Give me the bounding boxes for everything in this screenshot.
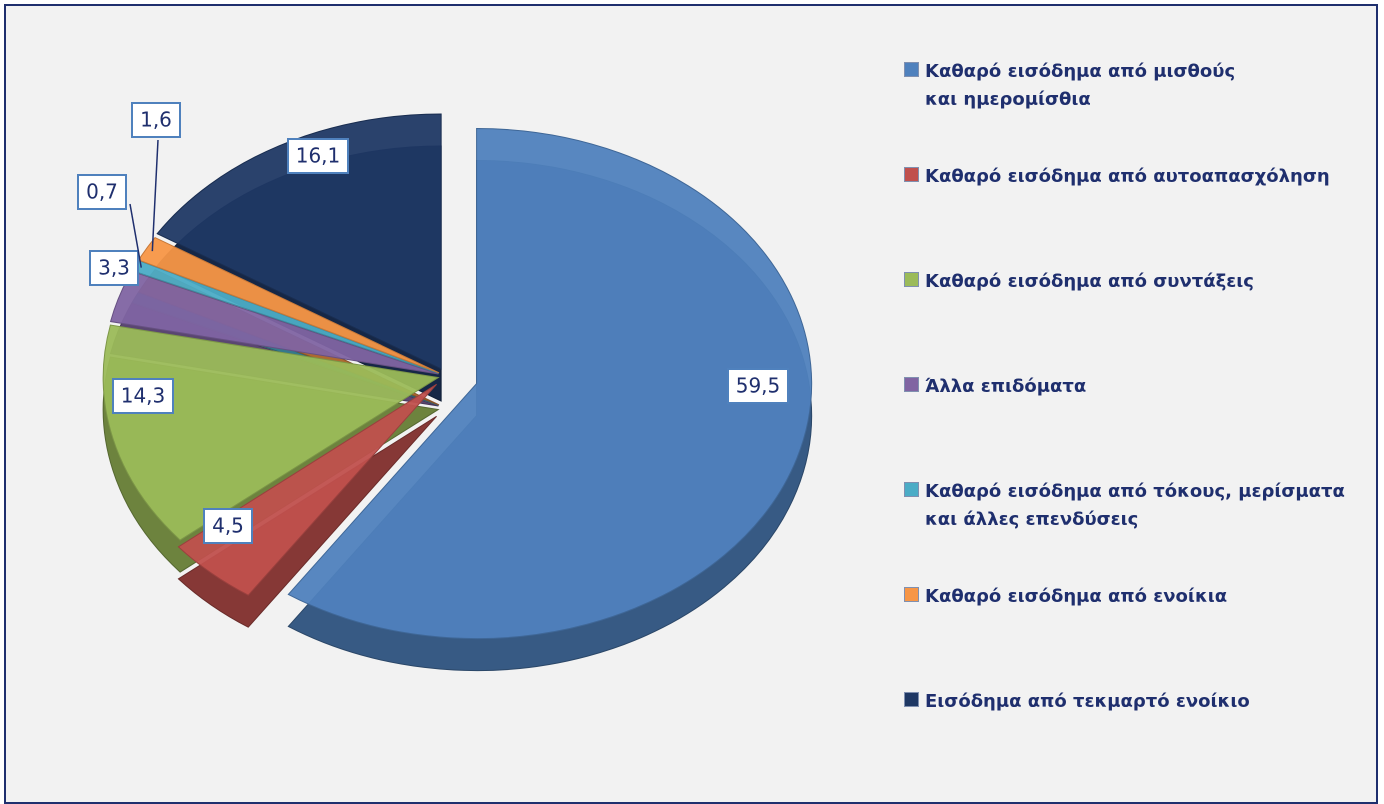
legend-label: Άλλα επιδόματα bbox=[925, 376, 1087, 397]
legend-label: Καθαρό εισόδημα από ενοίκια bbox=[925, 586, 1228, 607]
data-label: 16,1 bbox=[296, 144, 341, 168]
legend-label: Καθαρό εισόδημα από συντάξεις bbox=[925, 271, 1254, 292]
leader-line bbox=[129, 203, 142, 268]
label-box bbox=[287, 138, 349, 174]
slice bbox=[156, 113, 442, 370]
legend-swatch bbox=[904, 587, 919, 602]
legend-swatch bbox=[904, 377, 919, 392]
label-box bbox=[89, 250, 139, 286]
data-label: 59,5 bbox=[736, 374, 781, 398]
legend-swatch bbox=[904, 272, 919, 287]
legend-item: Καθαρό εισόδημα από τόκους, μερίσματα κα… bbox=[904, 478, 1365, 534]
legend-item: Καθαρό εισόδημα από ενοίκια bbox=[904, 583, 1365, 611]
slice bbox=[287, 128, 813, 640]
legend-label: Καθαρό εισόδημα από μισθούς και ημερομίσ… bbox=[925, 61, 1236, 110]
pie-chart: 59,5 4,5 14,3 3,3 0,7 1,6 16,1 bbox=[77, 102, 813, 672]
legend-swatch bbox=[904, 692, 919, 707]
label-box bbox=[131, 102, 181, 138]
legend-label: Εισόδημα από τεκμαρτό ενοίκιο bbox=[925, 691, 1250, 712]
legend-item: Καθαρό εισόδημα από μισθούς και ημερομίσ… bbox=[904, 58, 1265, 114]
chart-frame: 59,5 4,5 14,3 3,3 0,7 1,6 16,1 Καθαρό εισόδημα… bbox=[4, 4, 1378, 804]
legend-item: Καθαρό εισόδημα από αυτοαπασχόληση bbox=[904, 163, 1365, 191]
data-label: 0,7 bbox=[86, 180, 118, 204]
slice bbox=[102, 324, 440, 541]
legend-label: Καθαρό εισόδημα από αυτοαπασχόληση bbox=[925, 166, 1330, 187]
legend-item: Εισόδημα από τεκμαρτό ενοίκιο bbox=[904, 688, 1365, 716]
legend-item: Καθαρό εισόδημα από συντάξεις bbox=[904, 268, 1365, 296]
data-label: 14,3 bbox=[121, 384, 166, 408]
leader-line bbox=[151, 139, 159, 252]
label-box bbox=[77, 174, 127, 210]
legend-item: Άλλα επιδόματα bbox=[904, 373, 1365, 401]
data-label: 1,6 bbox=[140, 108, 172, 132]
legend-swatch bbox=[904, 62, 919, 77]
label-box bbox=[112, 378, 174, 414]
label-box bbox=[727, 368, 789, 404]
legend-swatch bbox=[904, 482, 919, 497]
label-box bbox=[203, 508, 253, 544]
legend-label: Καθαρό εισόδημα από τόκους, μερίσματα κα… bbox=[925, 481, 1345, 530]
data-label: 4,5 bbox=[212, 514, 244, 538]
legend-swatch bbox=[904, 167, 919, 182]
data-label: 3,3 bbox=[98, 256, 130, 280]
